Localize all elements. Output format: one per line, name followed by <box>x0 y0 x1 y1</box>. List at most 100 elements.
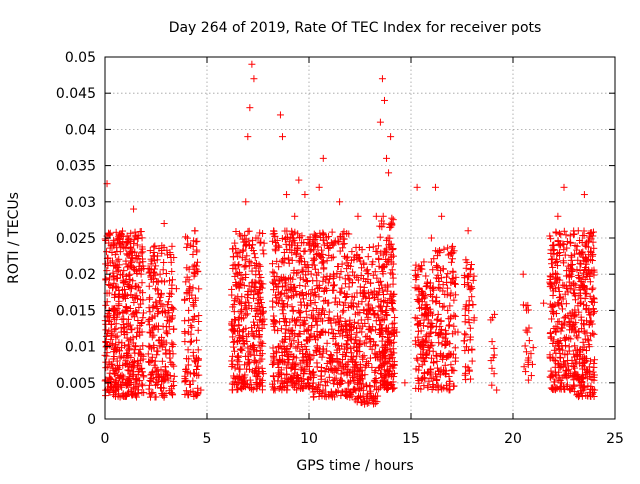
data-point <box>191 296 199 304</box>
data-point <box>460 337 468 345</box>
data-point <box>145 282 153 290</box>
data-point <box>365 295 373 303</box>
data-point <box>153 374 161 382</box>
data-point <box>236 346 244 354</box>
data-point <box>237 345 245 353</box>
data-point <box>246 376 254 384</box>
y-axis-title: ROTI / TECUs <box>6 192 22 284</box>
data-point <box>161 278 169 286</box>
data-point <box>163 327 171 335</box>
data-point <box>152 298 160 306</box>
data-point <box>129 370 137 378</box>
data-point <box>169 350 177 358</box>
data-point <box>413 183 421 191</box>
data-point <box>106 244 114 252</box>
data-point <box>115 374 123 382</box>
data-point <box>149 388 157 396</box>
data-point <box>144 317 152 325</box>
data-point <box>313 321 321 329</box>
data-point <box>115 309 123 317</box>
data-point <box>112 341 120 349</box>
data-point <box>461 330 469 338</box>
data-point <box>159 390 167 398</box>
data-point <box>136 328 144 336</box>
data-point <box>135 360 143 368</box>
data-point <box>560 183 568 191</box>
data-point <box>411 314 419 322</box>
data-point <box>160 220 168 228</box>
data-point <box>300 247 308 255</box>
data-point <box>254 321 262 329</box>
data-point <box>168 303 176 311</box>
data-point <box>138 234 146 242</box>
data-point <box>123 390 131 398</box>
data-point <box>185 316 193 324</box>
data-point <box>319 154 327 162</box>
data-point <box>295 176 303 184</box>
data-point <box>573 266 581 274</box>
data-point <box>341 280 349 288</box>
data-point <box>242 298 250 306</box>
data-point <box>107 327 115 335</box>
data-point <box>102 332 110 340</box>
data-point <box>325 329 333 337</box>
data-point <box>256 239 264 247</box>
data-point <box>232 227 240 235</box>
data-point <box>567 251 575 259</box>
data-point <box>109 284 117 292</box>
data-point <box>102 338 110 346</box>
data-point <box>124 238 132 246</box>
data-point <box>275 263 283 271</box>
data-point <box>433 364 441 372</box>
data-point <box>110 352 118 360</box>
data-point <box>242 235 250 243</box>
data-point <box>183 273 191 281</box>
data-point <box>283 191 291 199</box>
data-point <box>249 332 257 340</box>
data-point <box>241 361 249 369</box>
data-point <box>182 366 190 374</box>
data-point <box>195 371 203 379</box>
data-point <box>252 264 260 272</box>
data-point <box>269 344 277 352</box>
data-point <box>231 337 239 345</box>
data-point <box>147 260 155 268</box>
data-point <box>376 233 384 241</box>
data-point <box>122 303 130 311</box>
data-point <box>110 272 118 280</box>
data-point <box>258 364 266 372</box>
x-tick-label: 25 <box>606 431 624 447</box>
data-point <box>146 393 154 401</box>
data-point <box>184 346 192 354</box>
data-point <box>149 368 157 376</box>
data-point <box>373 247 381 255</box>
data-point <box>431 183 439 191</box>
data-point <box>127 388 135 396</box>
y-tick-label: 0.04 <box>65 122 96 138</box>
data-point <box>107 341 115 349</box>
data-point <box>309 277 317 285</box>
data-point <box>146 308 154 316</box>
data-point <box>230 308 238 316</box>
data-point <box>169 341 177 349</box>
data-point <box>113 267 121 275</box>
data-point <box>250 318 258 326</box>
data-point <box>150 269 158 277</box>
data-point <box>276 111 284 119</box>
data-point <box>164 298 172 306</box>
data-point <box>230 372 238 380</box>
data-point <box>467 375 475 383</box>
data-point <box>427 234 435 242</box>
data-point <box>466 324 474 332</box>
data-point <box>144 350 152 358</box>
data-point <box>362 339 370 347</box>
data-point <box>168 267 176 275</box>
data-point <box>112 228 120 236</box>
data-point <box>102 386 110 394</box>
data-point <box>228 285 236 293</box>
data-point <box>118 392 126 400</box>
data-point <box>123 320 131 328</box>
data-point <box>111 262 119 270</box>
data-point <box>589 238 597 246</box>
data-point <box>246 104 254 112</box>
